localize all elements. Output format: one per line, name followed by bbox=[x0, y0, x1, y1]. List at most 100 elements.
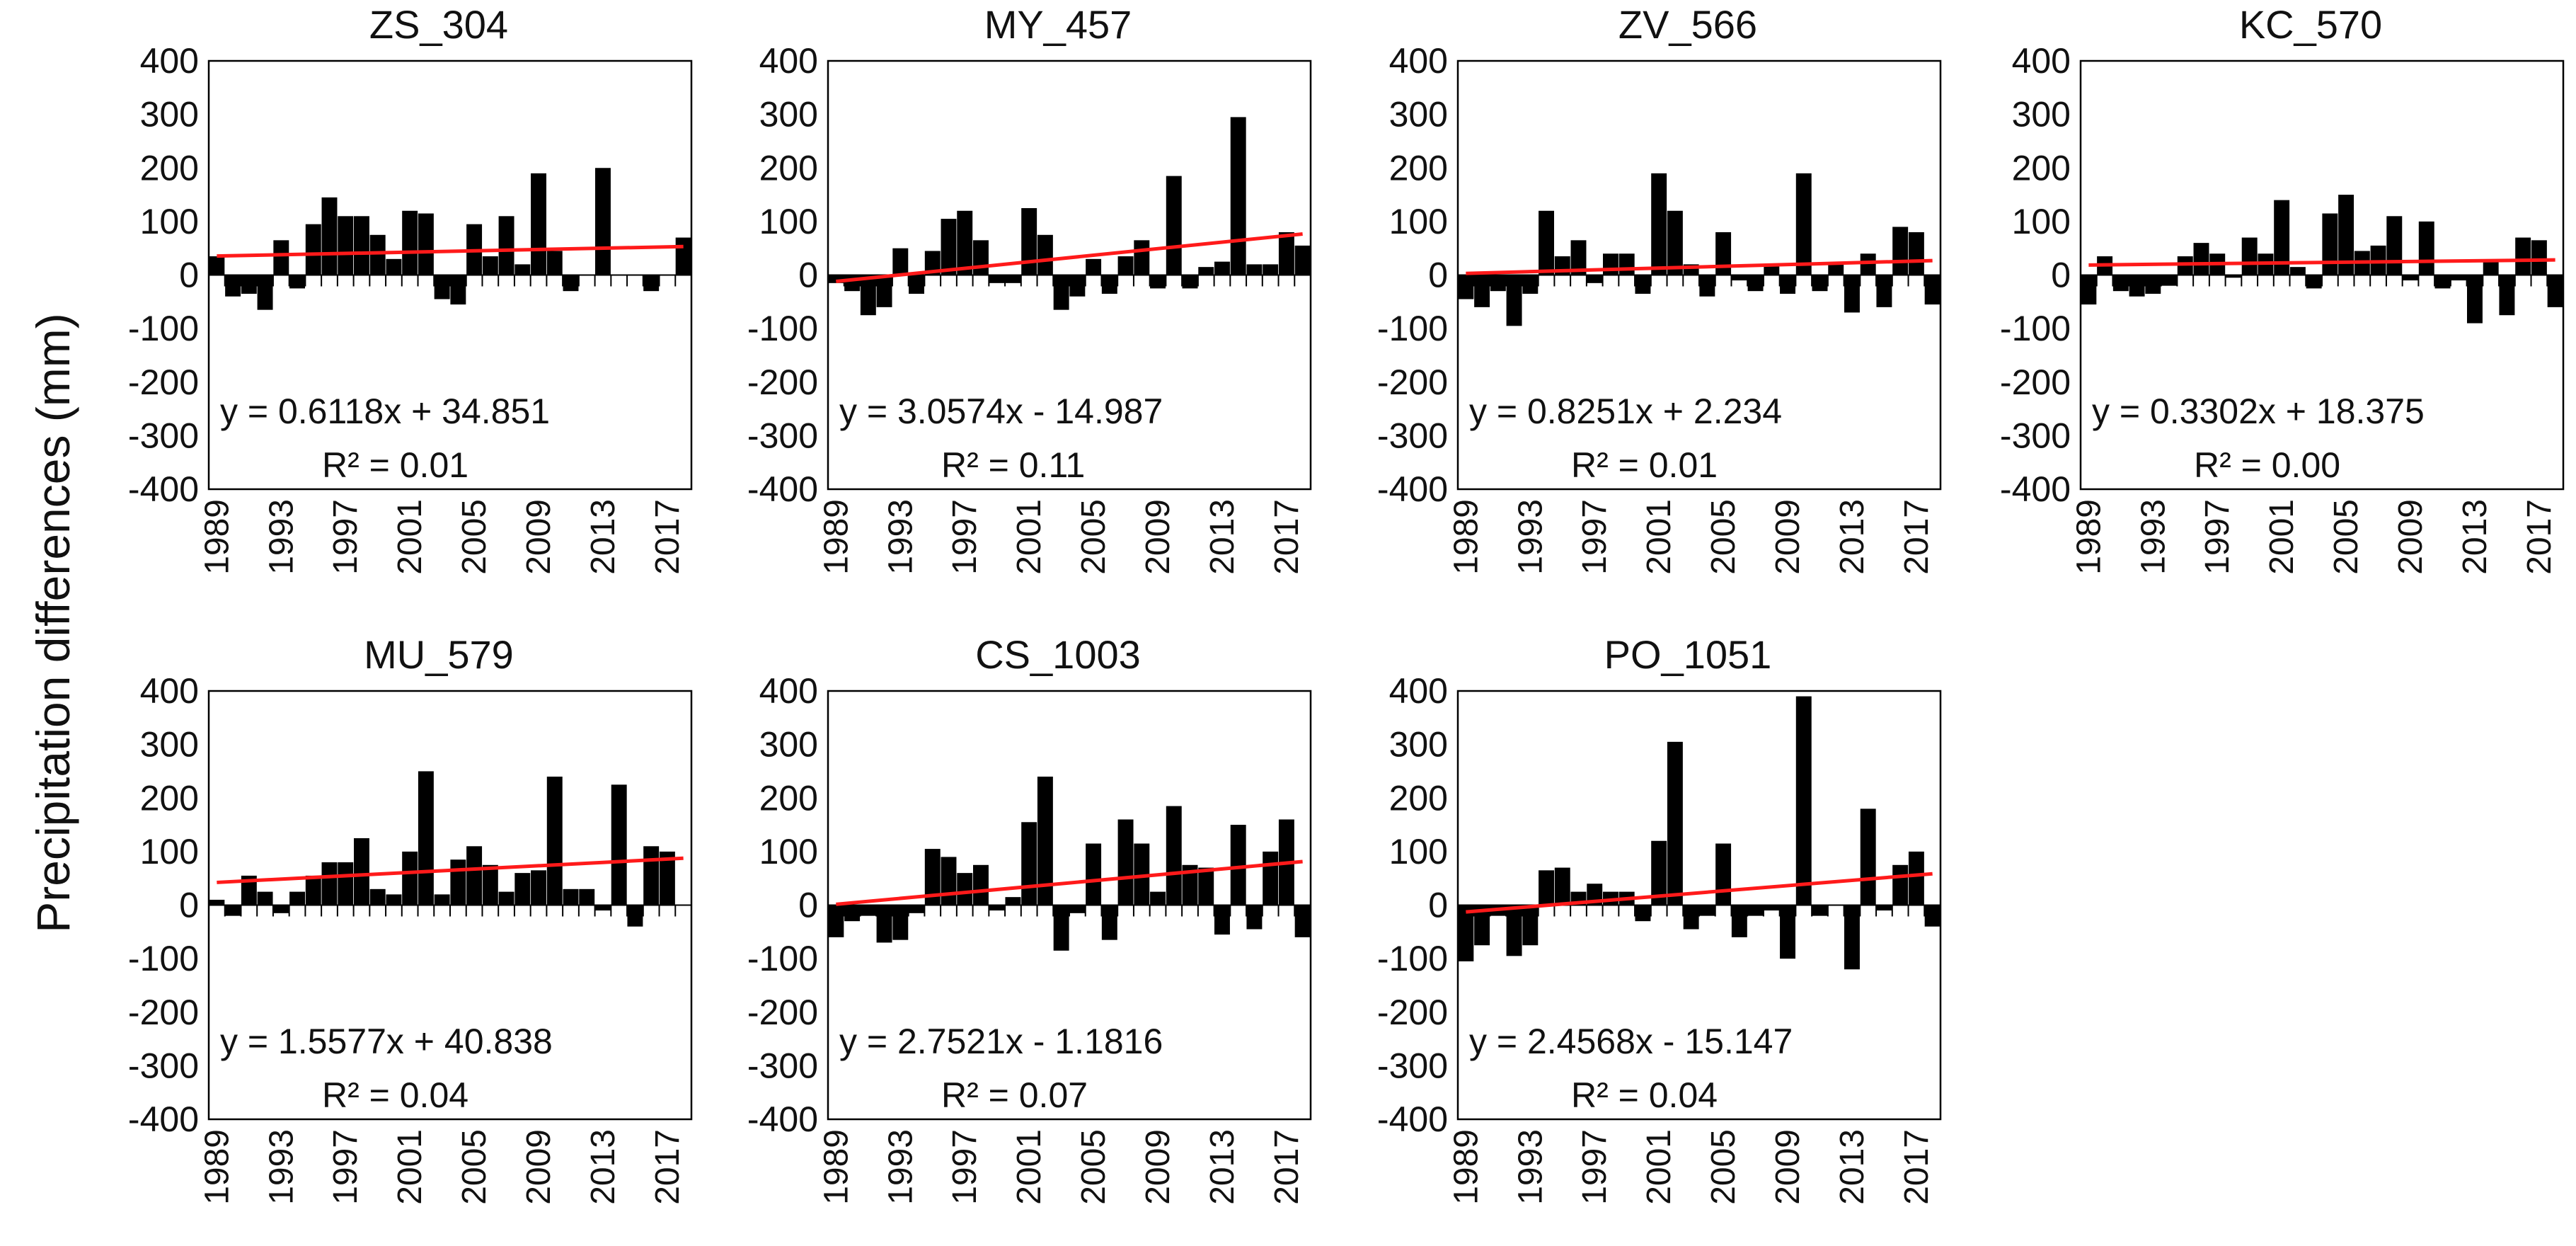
bar bbox=[1458, 905, 1474, 961]
y-tick-label: 0 bbox=[798, 886, 818, 925]
x-tick-label: 2017 bbox=[1268, 499, 1306, 575]
y-tick-label: 0 bbox=[798, 256, 818, 295]
bar bbox=[2193, 243, 2209, 275]
bar bbox=[289, 275, 305, 289]
y-tick-label: -100 bbox=[1377, 309, 1448, 348]
trend-equation: y = 0.6118x + 34.851 bbox=[220, 391, 550, 431]
bar bbox=[2145, 275, 2161, 294]
bar bbox=[941, 219, 957, 275]
bar bbox=[1053, 275, 1069, 310]
bar bbox=[909, 275, 924, 294]
bar bbox=[498, 891, 514, 905]
bar bbox=[514, 264, 531, 275]
bar bbox=[1554, 867, 1570, 905]
x-tick-label: 2005 bbox=[456, 499, 493, 575]
x-tick-label: 2009 bbox=[1769, 1129, 1807, 1205]
x-tick-label: 2009 bbox=[520, 1129, 558, 1205]
bar bbox=[1214, 905, 1230, 935]
x-tick-label: 2013 bbox=[585, 499, 622, 575]
bar bbox=[402, 210, 418, 275]
bar bbox=[1150, 275, 1166, 289]
panel-title: KC_570 bbox=[2238, 2, 2383, 47]
y-tick-label: -100 bbox=[747, 309, 818, 348]
bar bbox=[860, 275, 876, 316]
bar bbox=[860, 905, 876, 916]
y-tick-label: 400 bbox=[140, 671, 199, 711]
bar bbox=[973, 864, 989, 905]
bar bbox=[1587, 275, 1603, 283]
x-tick-label: 2005 bbox=[1705, 499, 1742, 575]
x-tick-label: 1989 bbox=[198, 499, 236, 575]
bar bbox=[1570, 240, 1587, 275]
bar bbox=[1908, 851, 1924, 905]
bar bbox=[1522, 275, 1539, 294]
panel-kc-570: KC_570 400 300 200 100 0 -100 -200 -300 -400 1989… bbox=[1992, 0, 2576, 609]
y-tick-label: 100 bbox=[140, 202, 199, 241]
x-tick-label: 2001 bbox=[1011, 1129, 1048, 1205]
bar bbox=[1278, 232, 1294, 275]
bar bbox=[257, 275, 273, 310]
bar bbox=[1134, 843, 1150, 905]
y-tick-label: -400 bbox=[1377, 469, 1448, 509]
y-tick-label: 300 bbox=[140, 725, 199, 765]
y-tick-label: 100 bbox=[759, 832, 818, 871]
bar bbox=[482, 864, 498, 905]
x-tick-label: 2009 bbox=[520, 499, 558, 575]
bar bbox=[973, 240, 989, 275]
y-tick-label: -100 bbox=[128, 939, 199, 978]
x-tick-label: 1989 bbox=[817, 499, 855, 575]
bar bbox=[1005, 275, 1021, 283]
x-tick-label: 1997 bbox=[1576, 499, 1614, 575]
panel-title: PO_1051 bbox=[1604, 632, 1772, 677]
bar bbox=[321, 862, 338, 905]
x-tick-label: 1993 bbox=[882, 499, 919, 575]
panel-title: ZS_304 bbox=[369, 2, 509, 47]
x-tick-label: 1997 bbox=[946, 1129, 984, 1205]
y-tick-label: 200 bbox=[2012, 148, 2071, 188]
bar bbox=[1731, 275, 1747, 281]
bar bbox=[909, 905, 924, 913]
bar bbox=[1101, 905, 1117, 940]
bar bbox=[450, 275, 466, 305]
y-tick-label: 400 bbox=[2012, 41, 2071, 81]
x-tick-label: 1989 bbox=[198, 1129, 236, 1205]
y-tick-label: 300 bbox=[1389, 725, 1448, 765]
bar bbox=[1506, 275, 1522, 326]
bar bbox=[546, 251, 563, 275]
panel-title: CS_1003 bbox=[975, 632, 1141, 677]
y-tick-label: -300 bbox=[128, 1046, 199, 1085]
bar bbox=[643, 275, 660, 292]
y-tick-label: 300 bbox=[1389, 95, 1448, 135]
bar bbox=[876, 275, 892, 307]
bar bbox=[531, 870, 546, 905]
bar bbox=[1715, 232, 1732, 275]
x-tick-label: 1993 bbox=[2134, 499, 2172, 575]
bar bbox=[1812, 275, 1828, 292]
trend-equation: y = 1.5577x + 40.838 bbox=[220, 1022, 553, 1061]
bar bbox=[1635, 275, 1651, 294]
trend-line bbox=[217, 244, 684, 258]
bar bbox=[1618, 253, 1635, 275]
y-tick-label: -200 bbox=[2000, 362, 2071, 402]
bar bbox=[957, 210, 973, 275]
y-tick-label: -200 bbox=[128, 993, 199, 1032]
y-tick-label: -200 bbox=[1377, 993, 1448, 1032]
bar bbox=[2289, 267, 2306, 275]
bar bbox=[2241, 237, 2258, 275]
r-squared: R² = 0.04 bbox=[322, 1075, 468, 1115]
bar bbox=[1150, 891, 1166, 905]
y-tick-label: 200 bbox=[140, 778, 199, 818]
bar bbox=[1214, 261, 1230, 275]
y-tick-label: -200 bbox=[747, 993, 818, 1032]
bar bbox=[2451, 275, 2467, 281]
y-tick-label: 0 bbox=[1428, 886, 1448, 925]
r-squared: R² = 0.04 bbox=[1571, 1075, 1718, 1115]
bar bbox=[434, 894, 450, 905]
y-tick-label: 200 bbox=[759, 148, 818, 188]
bar bbox=[402, 851, 418, 905]
x-tick-label: 1997 bbox=[327, 499, 364, 575]
